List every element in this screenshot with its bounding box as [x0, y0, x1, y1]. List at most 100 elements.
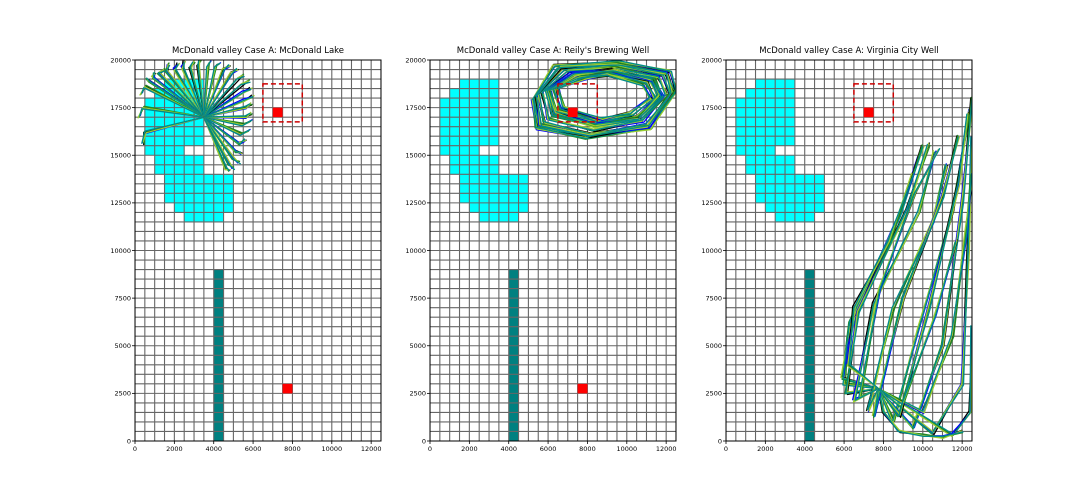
- y-tick-label: 10000: [405, 247, 426, 255]
- y-tick-label: 5000: [705, 342, 722, 350]
- x-tick-label: 12000: [952, 445, 973, 453]
- x-tick-label: 0: [428, 445, 432, 453]
- x-tick-label: 2000: [461, 445, 478, 453]
- lake-cell: [449, 164, 499, 175]
- pathline: [141, 116, 205, 144]
- pathline: [203, 116, 251, 137]
- pathline: [139, 108, 204, 118]
- pathlines: [137, 60, 255, 173]
- panel-mcdonald-lake: 0 2000 4000 6000 8000 10000 12000 0 2500 5000 7500…: [110, 46, 381, 453]
- y-tick-label: 12500: [701, 199, 722, 207]
- panel-virginia-city-well: 0 2000 4000 6000 8000 10000 12000 0 2500 5000 7500…: [701, 46, 973, 453]
- capture-zone-box: [262, 83, 304, 123]
- pathline: [189, 61, 205, 118]
- panel-title: McDonald valley Case A: Reily's Brewing …: [457, 46, 649, 56]
- x-tick-label: 0: [133, 445, 137, 453]
- pathline: [877, 388, 963, 439]
- y-tick-label: 2500: [409, 390, 426, 398]
- y-tick-label: 17500: [405, 104, 426, 112]
- pathline: [535, 64, 672, 137]
- x-tick-label: 8000: [875, 445, 892, 453]
- lake-cell: [154, 164, 204, 175]
- pathline: [175, 63, 205, 118]
- pathline: [203, 116, 241, 153]
- pathline: [877, 112, 969, 416]
- pathline: [203, 95, 254, 118]
- pathline: [203, 63, 230, 118]
- lake-cell: [449, 155, 499, 165]
- lake-cell: [164, 193, 234, 203]
- lake-cell: [755, 193, 825, 203]
- y-tick-label: 0: [422, 437, 426, 445]
- lake-cell: [745, 155, 795, 165]
- pathline: [878, 325, 972, 436]
- pathline: [877, 388, 964, 438]
- pathline: [877, 113, 968, 417]
- pathline: [541, 68, 666, 132]
- pathline: [182, 62, 205, 118]
- pathline: [141, 87, 205, 118]
- x-tick-label: 4000: [205, 445, 222, 453]
- pathline: [142, 116, 205, 143]
- y-tick-label: 12500: [405, 199, 426, 207]
- x-tick-label: 10000: [912, 445, 933, 453]
- pathline: [873, 137, 959, 418]
- capture-zone-box: [853, 83, 895, 123]
- pathline: [878, 135, 972, 433]
- pathline: [203, 62, 221, 118]
- y-tick-label: 15000: [110, 152, 131, 160]
- y-tick-label: 5000: [409, 342, 426, 350]
- x-tick-label: 12000: [361, 445, 382, 453]
- pathline: [165, 64, 205, 118]
- lake-cell: [449, 88, 499, 99]
- well-marker: [577, 383, 588, 394]
- panel-title: McDonald valley Case A: McDonald Lake: [172, 46, 344, 56]
- pathline: [842, 146, 924, 390]
- pathline: [848, 174, 915, 390]
- well-marker: [282, 383, 293, 394]
- well-marker: [863, 107, 874, 118]
- y-tick-label: 0: [127, 437, 131, 445]
- lake-cell: [745, 88, 795, 99]
- y-tick-label: 0: [718, 437, 722, 445]
- pathline: [878, 99, 972, 429]
- pathline: [203, 116, 230, 172]
- pathline: [203, 103, 251, 118]
- y-tick-label: 10000: [701, 247, 722, 255]
- x-tick-label: 10000: [616, 445, 637, 453]
- x-tick-label: 12000: [656, 445, 677, 453]
- well-marker: [272, 107, 283, 118]
- pathline: [152, 71, 205, 118]
- panel-reilys-brewing-well: 0 2000 4000 6000 8000 10000 12000 0 2500 5000 7500…: [405, 46, 677, 453]
- pathline: [203, 116, 242, 165]
- pathline: [535, 63, 673, 136]
- y-tick-label: 20000: [110, 56, 131, 64]
- x-tick-label: 4000: [500, 445, 517, 453]
- y-tick-label: 7500: [409, 294, 426, 302]
- capture-zone-box: [557, 83, 599, 123]
- x-tick-label: 2000: [757, 445, 774, 453]
- pathline: [145, 77, 205, 118]
- y-tick-label: 7500: [114, 294, 131, 302]
- y-tick-label: 17500: [701, 104, 722, 112]
- pathline: [203, 116, 246, 145]
- y-tick-label: 20000: [701, 56, 722, 64]
- y-tick-label: 20000: [405, 56, 426, 64]
- pathline: [541, 66, 667, 130]
- x-tick-label: 4000: [796, 445, 813, 453]
- x-tick-label: 10000: [321, 445, 342, 453]
- x-tick-label: 6000: [245, 445, 262, 453]
- x-tick-label: 6000: [540, 445, 557, 453]
- lake-cell: [154, 155, 204, 165]
- x-tick-label: 8000: [284, 445, 301, 453]
- panel-title: McDonald valley Case A: Virginia City We…: [759, 46, 938, 56]
- pathline: [157, 70, 205, 118]
- pathline: [878, 241, 957, 405]
- model-grid: [135, 60, 381, 441]
- x-tick-label: 2000: [166, 445, 183, 453]
- lake-cell: [745, 164, 795, 175]
- pathline: [203, 67, 238, 118]
- y-tick-label: 2500: [705, 390, 722, 398]
- y-tick-label: 5000: [114, 342, 131, 350]
